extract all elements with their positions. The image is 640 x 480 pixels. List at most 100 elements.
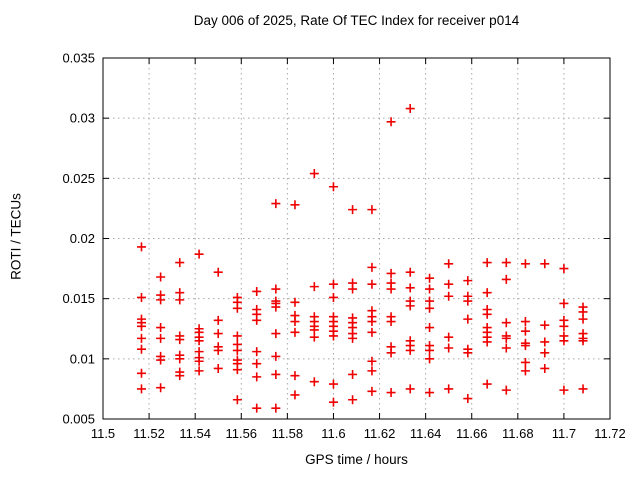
data-point-marker (559, 385, 569, 395)
data-point-marker (501, 333, 511, 343)
data-point-marker (482, 379, 492, 389)
data-point-marker (463, 348, 473, 358)
data-point-marker (520, 259, 530, 269)
data-point-marker (252, 315, 262, 325)
data-point-marker (520, 317, 530, 327)
data-point-marker (194, 366, 204, 376)
data-point-marker (290, 317, 300, 327)
data-point-marker (136, 384, 146, 394)
x-tick-label: 11.66 (456, 426, 488, 441)
data-point-marker (559, 321, 569, 331)
data-point-marker (194, 356, 204, 366)
data-point-marker (386, 117, 396, 127)
data-point-marker (328, 331, 338, 341)
data-point-marker (156, 272, 166, 282)
data-point-marker (271, 369, 281, 379)
data-point-marker (290, 200, 300, 210)
data-point-marker (194, 249, 204, 259)
data-point-marker (328, 279, 338, 289)
x-tick-label: 11.7 (552, 426, 576, 441)
data-point-marker (482, 288, 492, 298)
data-point-marker (156, 333, 166, 343)
data-point-marker (309, 282, 319, 292)
data-point-marker (425, 303, 435, 313)
data-point-marker (559, 298, 569, 308)
data-point-marker (156, 323, 166, 333)
y-tick-label: 0.025 (62, 171, 95, 186)
data-point-marker (290, 327, 300, 337)
y-tick-label: 0.015 (62, 291, 95, 306)
data-point-marker (463, 296, 473, 306)
data-point-marker (578, 384, 588, 394)
data-point-marker (156, 383, 166, 393)
data-point-marker (252, 347, 262, 357)
data-point-marker (482, 309, 492, 319)
data-point-marker (175, 371, 185, 381)
data-point-marker (232, 345, 242, 355)
data-point-marker (501, 385, 511, 395)
data-point-marker (520, 366, 530, 376)
data-point-marker (444, 279, 454, 289)
y-tick-label: 0.03 (70, 111, 95, 126)
data-point-marker (425, 323, 435, 333)
x-tick-label: 11.52 (133, 426, 165, 441)
data-point-marker (136, 242, 146, 252)
data-point-marker (501, 274, 511, 284)
data-point-marker (290, 371, 300, 381)
data-point-marker (482, 258, 492, 268)
data-point-marker (175, 335, 185, 345)
data-point-marker (348, 284, 358, 294)
data-point-marker (213, 363, 223, 373)
data-point-marker (386, 268, 396, 278)
y-tick-label: 0.02 (70, 231, 95, 246)
data-point-marker (501, 318, 511, 328)
data-point-marker (559, 264, 569, 274)
data-point-marker (367, 327, 377, 337)
data-point-marker (271, 329, 281, 339)
data-point-marker (444, 291, 454, 301)
data-point-marker (232, 395, 242, 405)
data-point-marker (405, 301, 415, 311)
data-point-marker (501, 343, 511, 353)
data-point-marker (463, 394, 473, 404)
data-point-marker (444, 384, 454, 394)
data-point-marker (271, 403, 281, 413)
data-point-marker (156, 355, 166, 365)
data-point-marker (328, 397, 338, 407)
data-point-marker (367, 366, 377, 376)
data-point-marker (175, 295, 185, 305)
data-point-marker (271, 302, 281, 312)
data-point-marker (271, 199, 281, 209)
data-point-marker (482, 337, 492, 347)
data-point-marker (232, 331, 242, 341)
data-point-marker (501, 258, 511, 268)
data-point-marker (520, 357, 530, 367)
data-point-marker (309, 332, 319, 342)
data-point-marker (425, 354, 435, 364)
data-point-marker (271, 351, 281, 361)
y-tick-label: 0.01 (70, 351, 95, 366)
data-point-marker (136, 321, 146, 331)
plot-border (102, 57, 611, 420)
data-point-marker (328, 292, 338, 302)
data-point-marker (328, 182, 338, 192)
data-point-marker (213, 345, 223, 355)
data-point-marker (252, 403, 262, 413)
data-point-marker (348, 333, 358, 343)
data-point-marker (175, 258, 185, 268)
x-tick-label: 11.5 (91, 426, 115, 441)
data-point-marker (175, 354, 185, 364)
data-point-marker (540, 337, 550, 347)
x-tick-label: 11.6 (321, 426, 345, 441)
data-point-marker (271, 284, 281, 294)
data-point-marker (425, 284, 435, 294)
data-point-marker (444, 332, 454, 342)
data-point-marker (425, 345, 435, 355)
x-tick-label: 11.54 (179, 426, 211, 441)
data-point-marker (540, 348, 550, 358)
x-axis-label: GPS time / hours (305, 452, 408, 467)
data-point-marker (136, 368, 146, 378)
data-point-marker (309, 169, 319, 179)
data-point-marker (367, 386, 377, 396)
